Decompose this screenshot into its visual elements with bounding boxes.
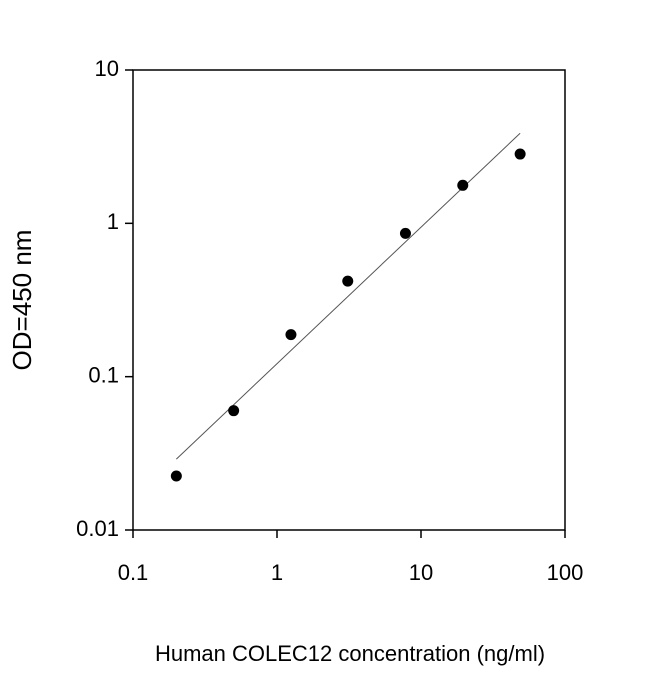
x-tick-label: 0.1: [118, 560, 149, 585]
data-point: [170, 470, 182, 482]
y-axis-label: OD=450 nm: [7, 230, 37, 371]
fit-line: [176, 132, 521, 460]
x-tick-label: 10: [409, 560, 433, 585]
data-point: [285, 329, 297, 341]
data-point: [399, 227, 411, 239]
y-tick-label: 1: [107, 209, 119, 234]
data-point: [342, 275, 354, 287]
data-point: [228, 405, 240, 417]
x-tick-label: 100: [547, 560, 584, 585]
x-tick-label: 1: [271, 560, 283, 585]
x-axis-label: Human COLEC12 concentration (ng/ml): [155, 641, 545, 666]
y-tick-label: 10: [95, 56, 119, 81]
data-point: [514, 148, 526, 160]
y-tick-label: 0.01: [76, 516, 119, 541]
plot-frame: [132, 69, 566, 531]
y-tick-label: 0.1: [88, 362, 119, 387]
data-point: [457, 179, 469, 191]
